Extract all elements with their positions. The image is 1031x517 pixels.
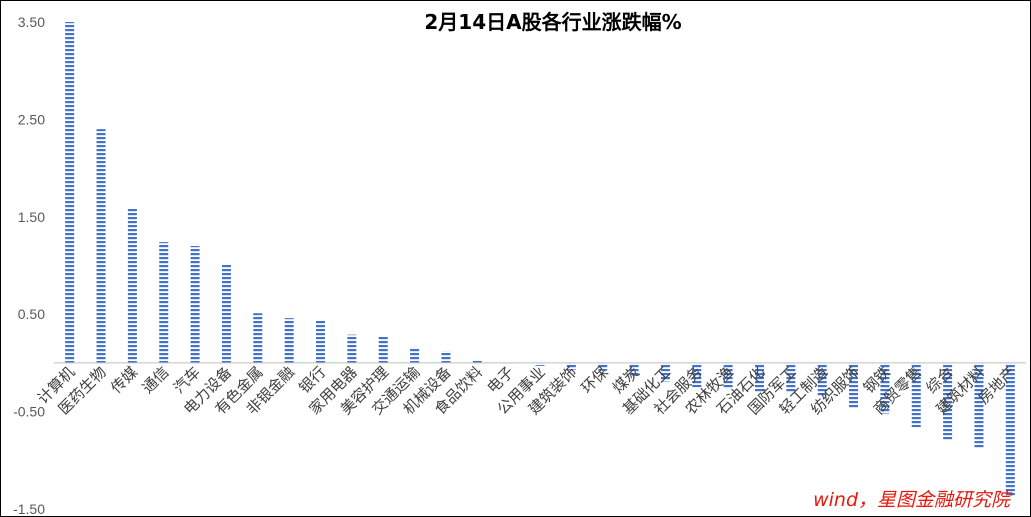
y-tick-label: 3.50 <box>18 14 45 30</box>
bar <box>65 22 75 363</box>
bar <box>974 362 984 448</box>
bar <box>629 362 639 377</box>
y-tick-label: 2.50 <box>18 111 45 127</box>
bar <box>535 362 545 366</box>
y-tick-label: -1.50 <box>13 501 45 516</box>
bar-series <box>65 22 1015 497</box>
bar <box>880 362 890 414</box>
x-tick-label: 通信 <box>139 363 173 397</box>
bar <box>754 362 764 393</box>
y-tick-label: 1.50 <box>18 209 45 225</box>
source-note: wind，星图金融研究院 <box>813 489 1010 511</box>
y-tick-label: -0.50 <box>13 404 45 420</box>
chart-title: 2月14日A股各行业涨跌幅% <box>424 10 681 34</box>
bar <box>911 362 921 428</box>
x-axis: 计算机医药生物传媒通信汽车电力设备有色金属非银金融银行家用电器美容护理交通运输机… <box>34 363 1019 418</box>
x-tick-label: 传媒 <box>107 363 141 397</box>
bar <box>441 351 451 363</box>
bar <box>598 362 608 371</box>
bar <box>190 246 200 363</box>
bar <box>943 362 953 441</box>
bar <box>96 129 106 363</box>
bar <box>849 362 859 409</box>
bar <box>472 360 482 363</box>
bar <box>786 362 796 394</box>
bar <box>378 336 388 363</box>
bar <box>347 334 357 363</box>
bar <box>566 362 576 370</box>
bar <box>660 362 670 382</box>
bar <box>127 208 137 363</box>
bar <box>221 264 231 363</box>
y-tick-label: 0.50 <box>18 306 45 322</box>
bar <box>253 313 263 363</box>
bar <box>723 362 733 389</box>
bar <box>692 362 702 388</box>
y-axis: 3.50 2.50 1.50 0.50 -0.50 -1.50 <box>13 14 45 516</box>
bar <box>1005 362 1015 497</box>
bar <box>410 347 420 363</box>
bar <box>504 362 514 365</box>
bar <box>159 242 169 363</box>
bar <box>817 362 827 397</box>
bar <box>316 320 326 363</box>
bar <box>284 318 294 363</box>
